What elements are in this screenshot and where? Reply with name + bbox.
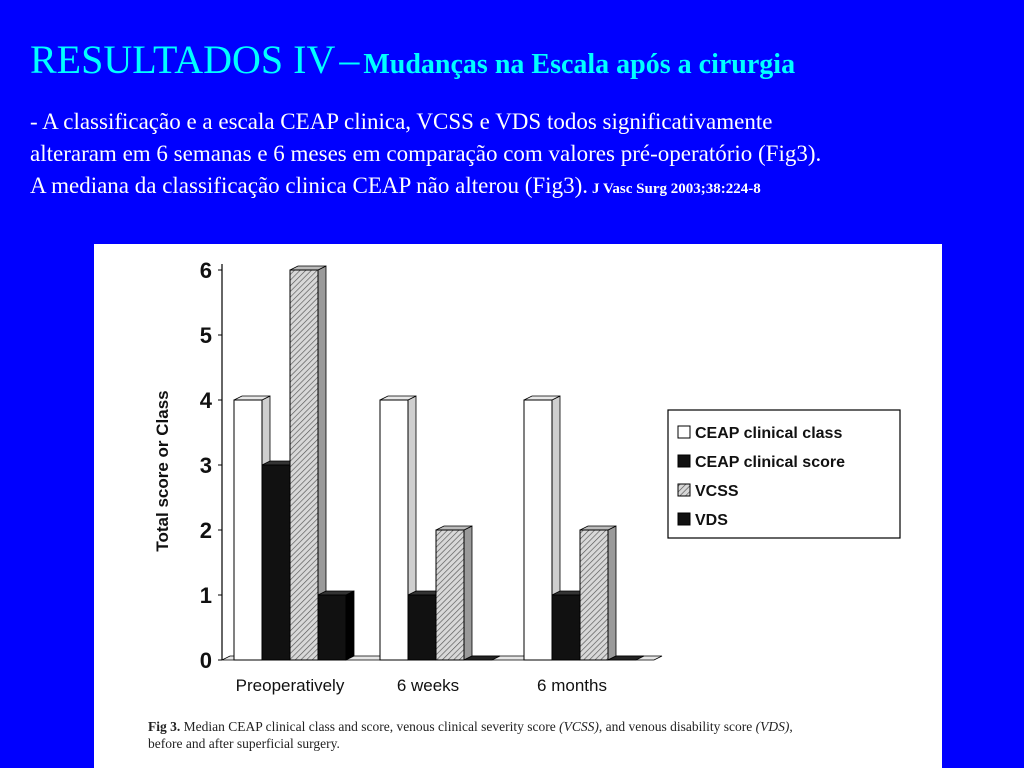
bar-front: [233, 399, 263, 661]
title-dash: –: [339, 37, 360, 82]
legend-label: VCSS: [695, 483, 739, 500]
x-tick-label: 6 months: [537, 676, 607, 695]
bar-chart: 0 1 2 3 4 5 6 Total score or Class Preoperativel…: [153, 258, 901, 695]
caption-text-1: Median CEAP clinical class and score, ve…: [183, 719, 556, 734]
bar-side: [345, 590, 355, 661]
title-subtitle: Mudanças na Escala após a cirurgia: [363, 49, 796, 80]
legend-label: VDS: [695, 512, 728, 529]
legend-box: [667, 409, 901, 539]
caption-vds: (VDS): [755, 719, 790, 734]
bar-front: [317, 594, 347, 661]
legend-swatch: [677, 425, 691, 439]
x-tick-label: 6 weeks: [397, 676, 459, 695]
slide-title: RESULTADOS IV – Mudanças na Escala após …: [30, 36, 795, 83]
bar-side: [463, 525, 473, 661]
bar-zero: [607, 655, 645, 661]
legend-label: CEAP clinical score: [695, 454, 845, 471]
caption-vcss: (VCSS): [559, 719, 599, 734]
y-tick-label: 5: [200, 323, 212, 348]
body-line-3-text: A mediana da classificação clinica CEAP …: [30, 173, 588, 198]
bar-side: [607, 525, 617, 661]
legend-swatch: [677, 454, 691, 468]
y-tick-label: 0: [200, 648, 212, 673]
bar-front: [379, 399, 409, 661]
bar: [289, 265, 327, 661]
legend-swatch: [677, 512, 691, 526]
caption-text-3: ,: [789, 719, 793, 734]
legend-label: CEAP clinical class: [695, 425, 842, 442]
y-tick-label: 3: [200, 453, 212, 478]
bar: [317, 590, 355, 661]
y-axis-label: Total score or Class: [153, 390, 172, 551]
bar-front: [579, 529, 609, 661]
bar-front: [551, 594, 581, 661]
y-tick-label: 2: [200, 518, 212, 543]
citation: J Vasc Surg 2003;38:224-8: [592, 181, 761, 197]
y-tick-label: 1: [200, 583, 212, 608]
bar-front: [289, 269, 319, 661]
figure-panel: 0 1 2 3 4 5 6 Total score or Class Preoperativel…: [94, 244, 942, 768]
title-main: RESULTADOS IV: [30, 37, 336, 82]
legend-swatch: [677, 483, 691, 497]
y-tick-label: 6: [200, 258, 212, 283]
slide-body-text: - A classificação e a escala CEAP clinic…: [30, 106, 1020, 205]
bar-front: [523, 399, 553, 661]
x-tick-label: Preoperatively: [236, 676, 345, 695]
body-line-3: A mediana da classificação clinica CEAP …: [30, 170, 1020, 205]
bar: [579, 525, 617, 661]
caption-prefix: Fig 3.: [148, 719, 181, 734]
bar-front: [261, 464, 291, 661]
body-line-1: - A classificação e a escala CEAP clinic…: [30, 109, 773, 134]
caption-text-2: , and venous disability score: [598, 719, 753, 734]
body-line-2: alteraram em 6 semanas e 6 meses em comp…: [30, 141, 822, 166]
bar: [233, 395, 271, 661]
bar-front: [435, 529, 465, 661]
bar: [463, 655, 501, 661]
caption-line-2: before and after superficial surgery.: [148, 736, 340, 751]
y-tick-label: 4: [200, 388, 213, 413]
bar: [435, 525, 473, 661]
bar-zero: [463, 655, 501, 661]
figure-caption: Fig 3. Median CEAP clinical class and sc…: [148, 718, 928, 752]
bar-front: [407, 594, 437, 661]
bar: [607, 655, 645, 661]
